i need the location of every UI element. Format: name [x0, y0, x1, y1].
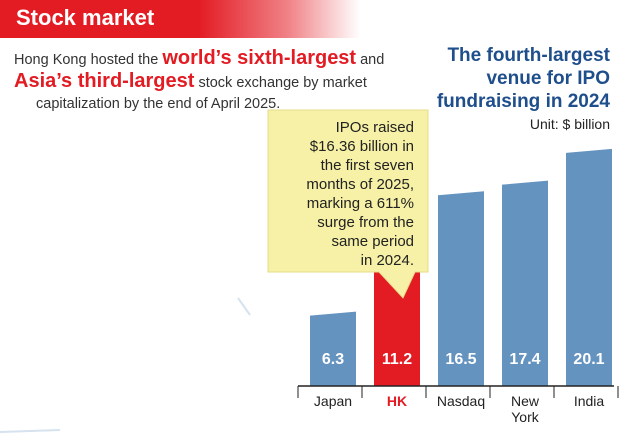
bar-japan [310, 311, 356, 386]
callout-text-line: the first seven [321, 157, 414, 174]
tick-label: Nasdaq [437, 393, 485, 409]
intro-post: stock exchange by market [194, 75, 367, 91]
intro-line-1: Hong Kong hosted the world’s sixth-large… [14, 48, 414, 71]
decor-line [237, 297, 251, 316]
callout-text-line: months of 2025, [306, 176, 414, 193]
callout-text-line: IPOs raised [336, 119, 414, 136]
data-label: 16.5 [445, 351, 476, 368]
bars-group: 6.3 11.2 16.5 17.4 20.1 [310, 148, 612, 386]
chart-unit: Unit: $ billion [529, 116, 610, 132]
chart-title-line: fundraising in 2024 [436, 91, 610, 112]
callout-text-line: in 2024. [361, 252, 414, 269]
tick-label: New [511, 393, 540, 409]
callout-text-line: same period [331, 233, 414, 250]
chart-title-line: venue for IPO [486, 68, 610, 89]
intro-highlight-rank-world: world’s sixth-largest [162, 47, 357, 69]
data-label: 11.2 [382, 351, 412, 368]
decor-line [0, 429, 61, 433]
bar-nasdaq [438, 191, 484, 386]
intro-text: Hong Kong hosted the world’s sixth-large… [14, 48, 414, 115]
callout-text-line: $16.36 billion in [310, 138, 414, 155]
callout-text-line: surge from the [317, 214, 414, 231]
tick-label: Japan [314, 393, 352, 409]
bar-india [566, 148, 612, 386]
intro-mid: and [356, 52, 385, 68]
intro-pre: Hong Kong hosted the [14, 52, 163, 68]
data-label: 6.3 [322, 351, 344, 368]
tick-label: India [574, 393, 605, 409]
chart-title-line: The fourth-largest [447, 45, 610, 66]
section-banner: Stock market [0, 0, 360, 38]
chart-title: The fourth-largest venue for IPO fundrai… [420, 44, 610, 113]
intro-line-3: capitalization by the end of April 2025. [36, 96, 281, 112]
data-label: 20.1 [573, 351, 604, 368]
callout-text-line: marking a 611% [307, 195, 414, 212]
intro-highlight-rank-asia: Asia’s third-largest [14, 70, 195, 92]
intro-line-2: Asia’s third-largest stock exchange by m… [14, 71, 414, 94]
tick-label: York [511, 409, 540, 425]
bar-new-york [502, 180, 548, 386]
data-label: 17.4 [509, 351, 540, 368]
callout-bubble [267, 109, 429, 299]
callout-group: IPOs raised $16.36 billion in the first se… [267, 109, 429, 299]
tick-label: HK [387, 393, 407, 409]
section-title: Stock market [16, 5, 155, 30]
